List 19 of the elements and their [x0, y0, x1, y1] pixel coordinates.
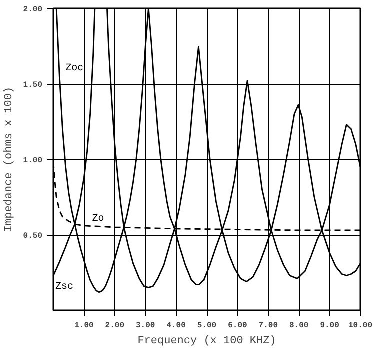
y-tick-label: 1.50 [23, 81, 43, 90]
series-label: Zo [92, 214, 104, 225]
series-label: Zsc [56, 282, 74, 293]
x-tick-label: 5.00 [197, 322, 217, 330]
x-tick-label: 6.00 [228, 322, 248, 330]
y-axis-title: Impedance (ohms x 100) [3, 86, 16, 232]
x-tick-label: 4.00 [166, 322, 186, 330]
x-tick-label: 3.00 [136, 322, 156, 330]
x-tick-label: 7.00 [258, 322, 278, 330]
x-axis-title: Frequency (x 100 KHZ) [138, 336, 276, 348]
y-tick-label: 1.00 [23, 156, 43, 166]
x-tick-label: 2.00 [105, 322, 125, 330]
x-tick-label: 1.00 [74, 322, 94, 330]
x-tick-label: 9.00 [320, 322, 340, 330]
x-tick-label: 10.00 [348, 322, 373, 330]
x-tick-label: 8.00 [290, 322, 309, 330]
y-tick-label: 2.00 [23, 6, 43, 14]
series-label: Zoc [66, 63, 84, 74]
y-tick-label: 0.50 [23, 232, 43, 241]
